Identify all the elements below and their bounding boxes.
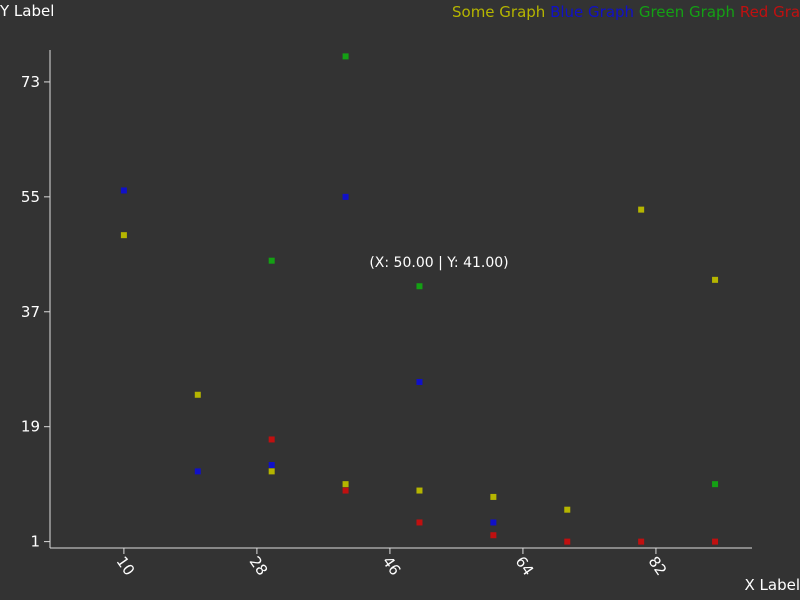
y-tick-label: 19: [21, 418, 40, 436]
legend-entry: Green Graph: [634, 3, 735, 21]
some-graph-point[interactable]: [268, 468, 275, 475]
y-ticks: 1 19 37 55 73: [21, 73, 50, 551]
some-graph-point[interactable]: [342, 481, 349, 488]
data-points: [120, 53, 719, 545]
green-graph-point[interactable]: [712, 481, 719, 488]
some-graph-point[interactable]: [120, 232, 127, 239]
y-tick-label: 37: [21, 303, 40, 321]
blue-graph-point[interactable]: [416, 379, 423, 385]
red-graph-point[interactable]: [490, 532, 497, 539]
blue-graph-point[interactable]: [490, 519, 497, 526]
some-graph-point[interactable]: [712, 276, 719, 283]
green-graph-point[interactable]: [268, 257, 275, 264]
green-graph-point[interactable]: [342, 53, 349, 60]
legend-entry: Red Graph: [735, 3, 800, 21]
blue-graph-point[interactable]: [194, 468, 201, 475]
green-graph-point[interactable]: [416, 283, 423, 290]
x-axis-title: X Label: [744, 576, 800, 594]
blue-graph-point[interactable]: [268, 462, 275, 468]
tooltip-text: (X: 50.00 | Y: 41.00): [369, 255, 508, 271]
y-tick-label: 55: [21, 188, 40, 206]
some-graph-point[interactable]: [416, 487, 423, 494]
y-axis-title: Y Label: [0, 2, 54, 20]
some-graph-point[interactable]: [638, 206, 645, 213]
legend: Some Graph Blue Graph Green Graph Red Gr…: [452, 3, 800, 21]
y-tick-label: 1: [30, 533, 40, 551]
blue-graph-point[interactable]: [120, 187, 127, 194]
some-graph-point[interactable]: [564, 506, 571, 513]
red-graph-point[interactable]: [564, 538, 571, 545]
some-graph-point[interactable]: [490, 493, 497, 500]
legend-entry: Blue Graph: [545, 3, 634, 21]
axes: [49, 50, 752, 549]
red-graph-point[interactable]: [638, 538, 645, 545]
red-graph-point[interactable]: [712, 538, 719, 545]
blue-graph-point[interactable]: [342, 193, 349, 200]
some-graph-point[interactable]: [194, 391, 201, 398]
red-graph-point[interactable]: [268, 436, 275, 443]
legend-entry: Some Graph: [452, 3, 545, 21]
red-graph-point[interactable]: [416, 519, 423, 526]
red-graph-point[interactable]: [342, 487, 349, 494]
y-tick-label: 73: [21, 73, 40, 91]
